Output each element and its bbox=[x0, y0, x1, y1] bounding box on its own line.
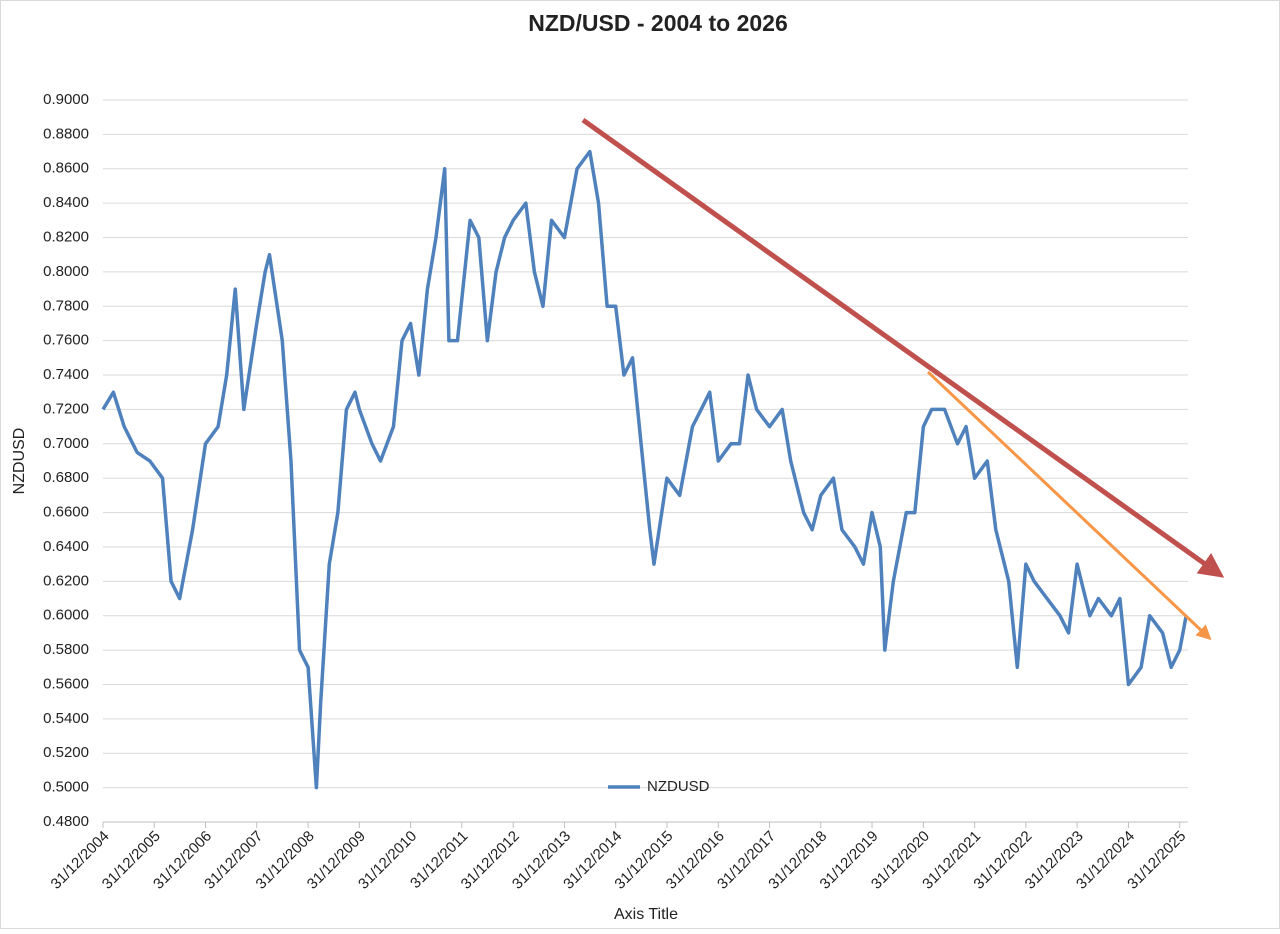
trend-arrow bbox=[581, 117, 1225, 578]
y-tick-label: 0.8800 bbox=[43, 125, 89, 142]
chart-title: NZD/USD - 2004 to 2026 bbox=[528, 10, 787, 36]
y-axis-title: NZDUSD bbox=[11, 428, 28, 495]
plot bbox=[101, 149, 1188, 790]
x-axis-title: Axis Title bbox=[614, 906, 678, 923]
y-tick-label: 0.7800 bbox=[43, 297, 89, 314]
y-tick-label: 0.7200 bbox=[43, 400, 89, 417]
y-tick-label: 0.8600 bbox=[43, 160, 89, 177]
y-tick-label: 0.5400 bbox=[43, 710, 89, 727]
y-tick-label: 0.7400 bbox=[43, 366, 89, 383]
trend-arrow bbox=[926, 370, 1212, 641]
y-tick-label: 0.6000 bbox=[43, 607, 89, 624]
y-tick-label: 0.9000 bbox=[43, 91, 89, 108]
y-tick-label: 0.4800 bbox=[43, 813, 89, 830]
y-tick-label: 0.8000 bbox=[43, 263, 89, 280]
y-tick-label: 0.8400 bbox=[43, 194, 89, 211]
y-tick-label: 0.5200 bbox=[43, 744, 89, 761]
y-tick-label: 0.6400 bbox=[43, 538, 89, 555]
y-tick-label: 0.6800 bbox=[43, 469, 89, 486]
y-tick-label: 0.8200 bbox=[43, 228, 89, 245]
y-tick-label: 0.5600 bbox=[43, 675, 89, 692]
y-tick-label: 0.7000 bbox=[43, 435, 89, 452]
legend-label: NZDUSD bbox=[647, 778, 710, 795]
legend: NZDUSD bbox=[608, 778, 710, 795]
y-tick-label: 0.6200 bbox=[43, 572, 89, 589]
y-tick-label: 0.6600 bbox=[43, 504, 89, 521]
y-tick-label: 0.5800 bbox=[43, 641, 89, 658]
series-line bbox=[101, 149, 1188, 790]
y-tick-label: 0.5000 bbox=[43, 779, 89, 796]
y-tick-label: 0.7600 bbox=[43, 332, 89, 349]
